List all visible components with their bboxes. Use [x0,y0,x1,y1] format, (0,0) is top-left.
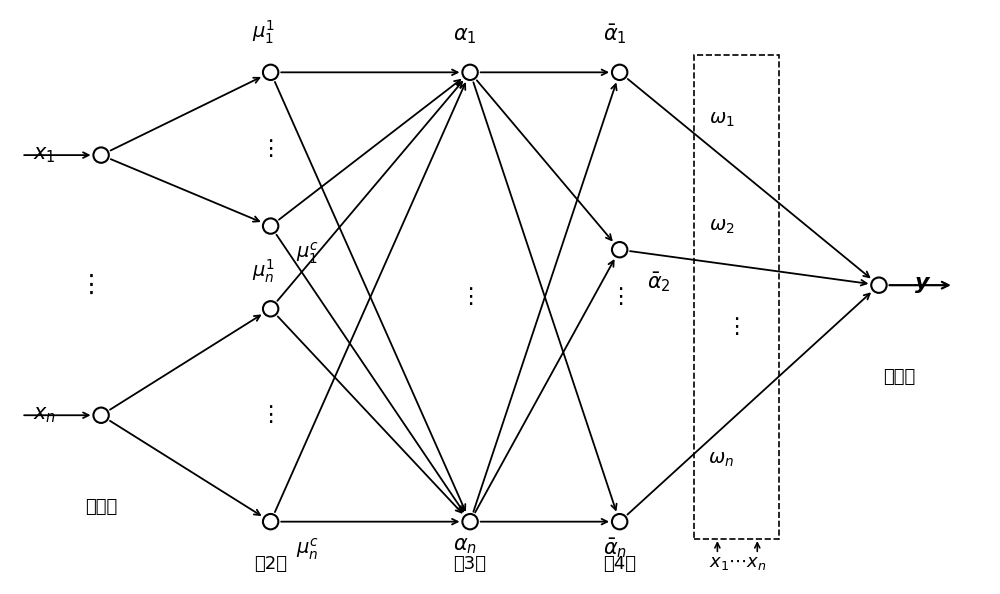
Text: ⋮: ⋮ [260,139,282,159]
Ellipse shape [612,242,627,257]
Text: ⋮: ⋮ [459,287,481,307]
Text: $\bar{\alpha}_n$: $\bar{\alpha}_n$ [603,536,627,560]
Text: 输入层: 输入层 [85,498,117,516]
Ellipse shape [462,514,478,529]
Text: $\omega_n$: $\omega_n$ [708,450,734,469]
Ellipse shape [612,65,627,80]
Text: 第3层: 第3层 [454,555,487,573]
Text: ⋮: ⋮ [260,405,282,425]
Text: $\omega_2$: $\omega_2$ [709,217,734,236]
Text: $\boldsymbol{y}$: $\boldsymbol{y}$ [914,275,931,295]
Ellipse shape [93,147,109,163]
Text: ⋮: ⋮ [725,317,747,337]
Ellipse shape [871,277,887,293]
Text: $\omega_1$: $\omega_1$ [709,110,734,129]
Bar [694,55,779,539]
Ellipse shape [263,301,278,317]
Text: $\alpha_1$: $\alpha_1$ [453,26,477,46]
Text: $\mu_n^1$: $\mu_n^1$ [252,258,275,285]
Ellipse shape [263,219,278,234]
Ellipse shape [462,65,478,80]
Ellipse shape [263,65,278,80]
Text: $x_1$: $x_1$ [33,145,56,165]
Text: ⋮: ⋮ [609,287,631,307]
Text: $x_n$: $x_n$ [33,405,56,425]
Text: $\bar{\alpha}_2$: $\bar{\alpha}_2$ [647,270,670,294]
Ellipse shape [93,407,109,423]
Text: $\mu_n^c$: $\mu_n^c$ [296,536,318,562]
Text: 输出层: 输出层 [883,368,915,386]
Text: $\mu_1^c$: $\mu_1^c$ [296,241,318,266]
Ellipse shape [612,514,627,529]
Text: 第2层: 第2层 [254,555,287,573]
Text: $x_1 \cdots x_n$: $x_1 \cdots x_n$ [709,554,766,572]
Text: $\mu_1^1$: $\mu_1^1$ [252,18,275,46]
Text: ⋮: ⋮ [79,273,104,297]
Ellipse shape [263,514,278,529]
Text: 第4层: 第4层 [603,555,636,573]
Text: $\bar{\alpha}_1$: $\bar{\alpha}_1$ [603,22,627,46]
Text: $\alpha_n$: $\alpha_n$ [453,536,477,557]
